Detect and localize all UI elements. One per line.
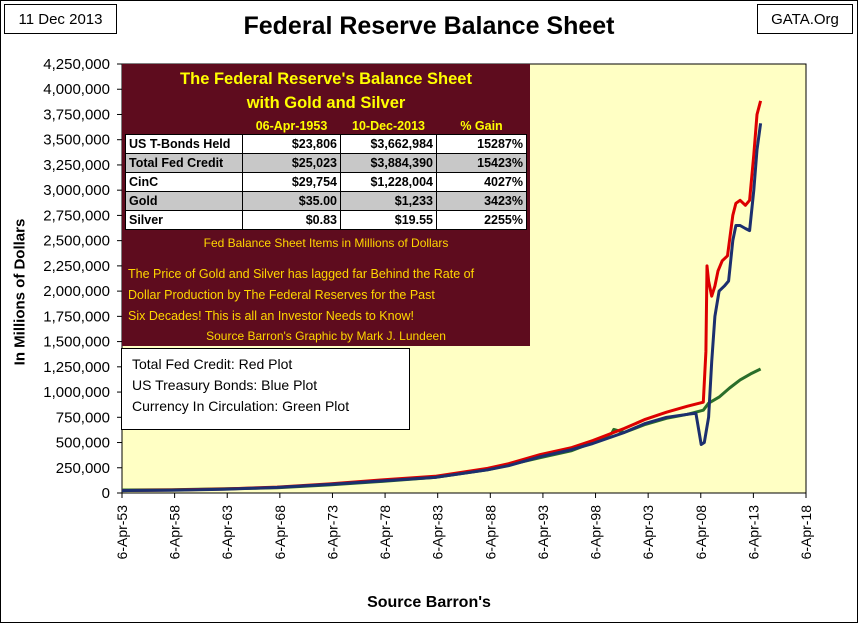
table-header-2013: 10-Dec-2013 [340, 118, 437, 135]
x-tick-label: 6-Apr-08 [693, 505, 709, 560]
y-tick-label: 1,250,000 [43, 359, 110, 376]
x-axis: 6-Apr-53 6-Apr-58 6-Apr-63 6-Apr-68 6-Apr-73… [114, 493, 814, 559]
table-cell-1953: $23,806 [242, 134, 341, 154]
table-cell-gain: 4027% [436, 172, 527, 192]
table-row: US T-Bonds Held $23,806 $3,662,984 15287… [125, 134, 527, 154]
table-cell-1953: $29,754 [242, 172, 341, 192]
table-cell-gain: 3423% [436, 191, 527, 211]
table-cell-1953: $35.00 [242, 191, 341, 211]
x-tick-label: 6-Apr-63 [219, 505, 235, 560]
table-cell-2013: $1,233 [340, 191, 437, 211]
chart-title: Federal Reserve Balance Sheet [243, 12, 615, 40]
table-header-row: 06-Apr-1953 10-Dec-2013 % Gain [125, 118, 527, 135]
gain-table: 06-Apr-1953 10-Dec-2013 % Gain US T-Bond… [125, 118, 527, 230]
y-tick-label: 250,000 [56, 460, 110, 477]
panel-message-line: Dollar Production by The Federal Reserve… [128, 288, 435, 302]
y-axis-label: In Millions of Dollars [11, 218, 29, 366]
x-tick-label: 6-Apr-18 [798, 505, 814, 560]
y-tick-label: 1,500,000 [43, 334, 110, 351]
y-axis: 0 250,000 500,000 750,000 1,000,000 1,250,000… [43, 56, 122, 502]
series-line-us-treasury-bonds [121, 123, 763, 493]
table-row: Silver $0.83 $19.55 2255% [125, 210, 527, 230]
panel-message-line: Six Decades! This is all an Investor Nee… [128, 309, 415, 323]
x-tick-label: 6-Apr-13 [745, 505, 761, 560]
x-tick-label: 6-Apr-83 [430, 505, 446, 560]
table-cell-label: Gold [125, 191, 243, 211]
x-tick-label: 6-Apr-93 [535, 505, 551, 560]
date-label: 11 Dec 2013 [4, 4, 117, 34]
table-cell-1953: $25,023 [242, 153, 341, 173]
x-tick-label: 6-Apr-58 [167, 505, 183, 560]
table-cell-2013: $1,228,004 [340, 172, 437, 192]
table-header-1953: 06-Apr-1953 [242, 118, 341, 135]
table-cell-2013: $3,662,984 [340, 134, 437, 154]
table-cell-label: Silver [125, 210, 243, 230]
table-cell-gain: 15287% [436, 134, 527, 154]
y-tick-label: 2,000,000 [43, 283, 110, 300]
x-tick-label: 6-Apr-53 [114, 505, 130, 560]
x-tick-label: 6-Apr-03 [640, 505, 656, 560]
y-tick-label: 3,500,000 [43, 132, 110, 149]
y-tick-label: 0 [102, 485, 110, 502]
x-tick-label: 6-Apr-98 [588, 505, 604, 560]
panel-message-line: The Price of Gold and Silver has lagged … [128, 267, 475, 281]
panel-title: The Federal Reserve's Balance Sheet with… [122, 67, 530, 115]
table-cell-label: CinC [125, 172, 243, 192]
table-cell-gain: 15423% [436, 153, 527, 173]
panel-title-line-2: with Gold and Silver [246, 94, 406, 112]
y-tick-label: 3,000,000 [43, 182, 110, 199]
y-tick-label: 500,000 [56, 435, 110, 452]
x-tick-label: 6-Apr-68 [272, 505, 288, 560]
table-cell-gain: 2255% [436, 210, 527, 230]
legend-item-red: Total Fed Credit: Red Plot [132, 356, 293, 372]
y-tick-label: 4,000,000 [43, 81, 110, 98]
y-tick-label: 4,250,000 [43, 56, 110, 73]
x-tick-label: 6-Apr-88 [482, 505, 498, 560]
y-tick-label: 1,750,000 [43, 308, 110, 325]
y-tick-label: 1,000,000 [43, 384, 110, 401]
panel-message: The Price of Gold and Silver has lagged … [128, 264, 528, 327]
table-cell-label: Total Fed Credit [125, 153, 243, 173]
panel-subtitle: Fed Balance Sheet Items in Millions of D… [203, 236, 449, 250]
x-tick-label: 6-Apr-73 [324, 505, 340, 560]
x-axis-label: Source Barron's [367, 594, 491, 611]
panel-source: Source Barron's Graphic by Mark J. Lunde… [206, 329, 446, 343]
table-cell-2013: $3,884,390 [340, 153, 437, 173]
legend-item-blue: US Treasury Bonds: Blue Plot [132, 377, 318, 393]
table-row: Gold $35.00 $1,233 3423% [125, 191, 527, 211]
info-panel: The Federal Reserve's Balance Sheet with… [122, 64, 530, 346]
site-label: GATA.Org [757, 4, 853, 34]
y-tick-label: 2,750,000 [43, 207, 110, 224]
table-cell-2013: $19.55 [340, 210, 437, 230]
panel-title-line-1: The Federal Reserve's Balance Sheet [180, 70, 472, 88]
y-tick-label: 3,250,000 [43, 157, 110, 174]
table-header-gain: % Gain [436, 118, 527, 135]
series-layer [121, 100, 763, 493]
y-tick-label: 2,250,000 [43, 258, 110, 275]
table-header-blank [125, 118, 243, 135]
y-tick-label: 2,500,000 [43, 233, 110, 250]
x-tick-label: 6-Apr-78 [377, 505, 393, 560]
table-cell-label: US T-Bonds Held [125, 134, 243, 154]
table-cell-1953: $0.83 [242, 210, 341, 230]
table-row: Total Fed Credit $25,023 $3,884,390 1542… [125, 153, 527, 173]
y-tick-label: 3,750,000 [43, 106, 110, 123]
legend: Total Fed Credit: Red Plot US Treasury B… [121, 348, 410, 430]
y-tick-label: 750,000 [56, 409, 110, 426]
table-row: CinC $29,754 $1,228,004 4027% [125, 172, 527, 192]
legend-item-green: Currency In Circulation: Green Plot [132, 398, 350, 414]
